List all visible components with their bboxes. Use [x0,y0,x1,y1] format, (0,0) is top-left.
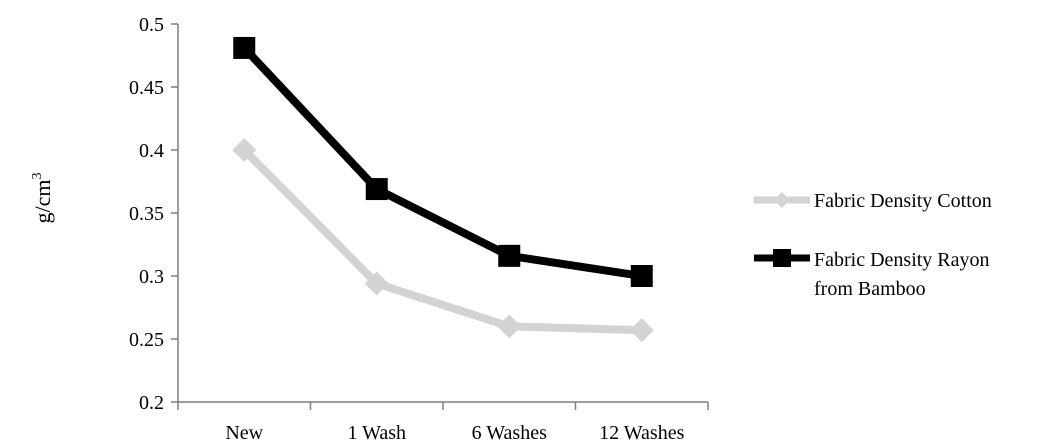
legend: Fabric Density Cotton Fabric Density Ray… [754,190,992,300]
legend-marker-rayon [773,249,791,267]
legend-marker-cotton [774,192,790,208]
y-tick-label: 0.5 [139,14,164,36]
legend-label-cotton: Fabric Density Cotton [814,190,992,212]
data-point-rayon [630,265,653,287]
y-tick-label: 0.45 [129,77,164,99]
y-ticks: 0.2 0.25 0.3 0.35 0.4 0.45 0.5 [129,14,178,414]
series-markers [232,36,654,343]
x-tick-label: New [225,422,263,444]
legend-label-rayon-line1: Fabric Density Rayon [814,249,990,271]
series-line-rayon [240,43,646,280]
y-tick-label: 0.2 [139,392,164,414]
data-point-rayon [498,244,521,267]
data-point-cotton [629,318,654,343]
y-axis-label-superscript: 3 [30,173,45,180]
series-line-cotton [240,146,646,335]
x-tick-label: 12 Washes [599,422,684,444]
data-point-cotton [497,314,522,339]
legend-label-rayon-line2: from Bamboo [814,278,926,300]
y-tick-label: 0.25 [129,329,164,351]
series-lines [240,43,646,335]
legend-entry-rayon: Fabric Density Rayon from Bamboo [754,249,990,300]
y-axis-label-text: g/cm [30,180,55,224]
y-tick-label: 0.4 [139,140,164,162]
y-tick-label: 0.3 [139,266,164,288]
data-point-rayon [233,36,256,59]
data-point-rayon [365,178,388,201]
x-ticks: New 1 Wash 6 Washes 12 Washes [177,402,709,444]
x-tick-label: 1 Wash [347,422,406,444]
y-axis-label: g/cm3 [30,173,55,224]
data-point-cotton [232,138,257,162]
data-point-cotton [364,271,389,296]
y-tick-label: 0.35 [129,203,164,225]
x-tick-label: 6 Washes [472,422,547,444]
legend-entry-cotton: Fabric Density Cotton [754,190,992,212]
